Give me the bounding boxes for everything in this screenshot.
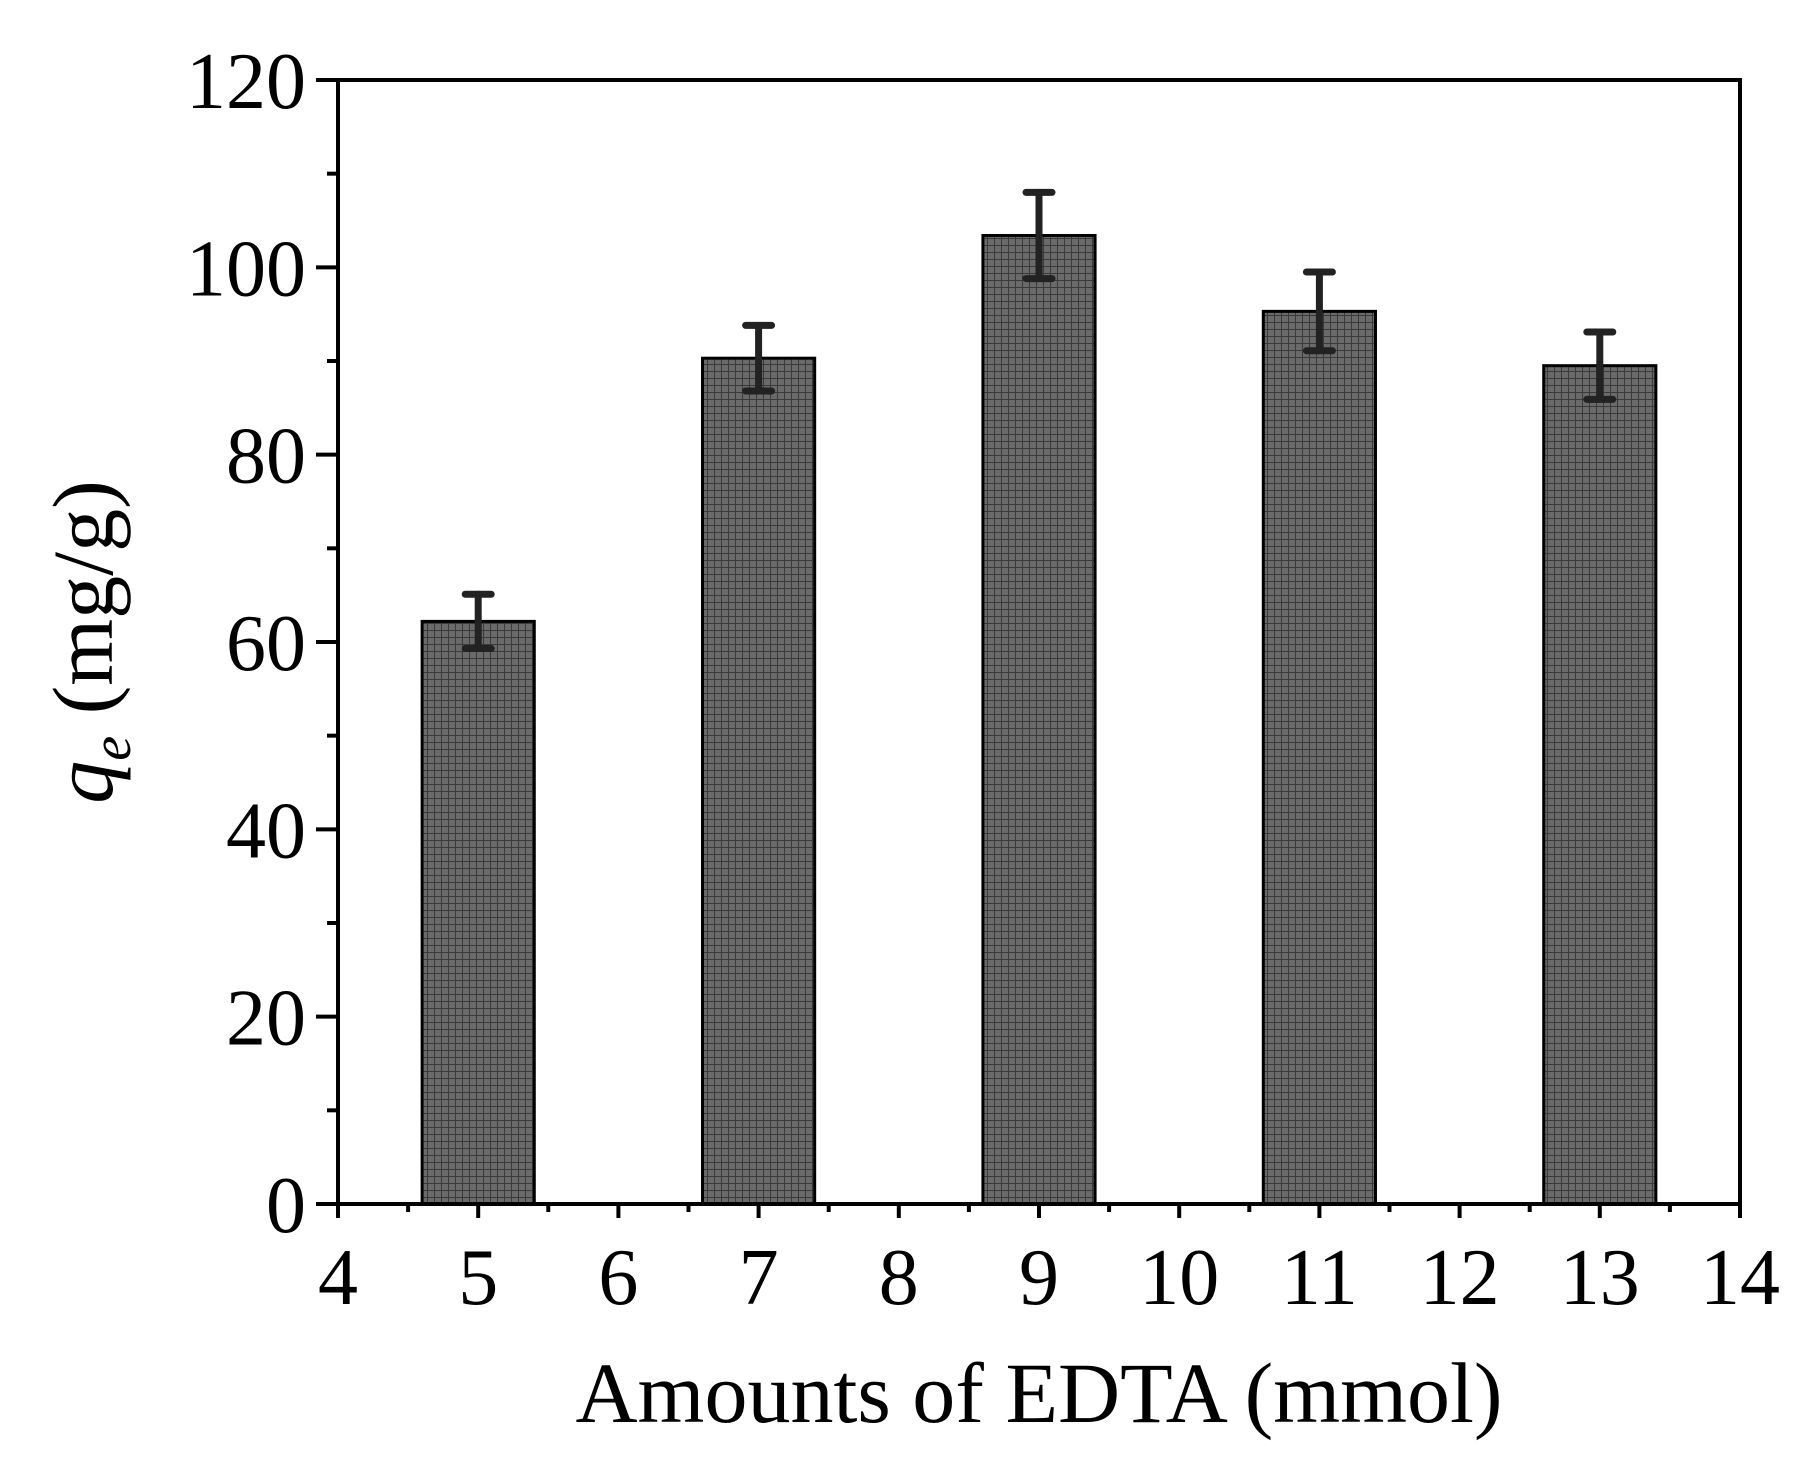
y-tick-label: 100 <box>186 225 306 313</box>
x-tick-label: 13 <box>1560 1234 1640 1322</box>
x-tick-label: 8 <box>879 1234 919 1322</box>
bars-group <box>420 233 1658 1206</box>
y-axis-title-unit: (mg/g) <box>35 480 131 736</box>
y-tick-label: 20 <box>226 975 306 1063</box>
bar-9 <box>981 233 1097 1206</box>
y-tick-label: 0 <box>266 1162 306 1250</box>
x-tick-label: 10 <box>1139 1234 1219 1322</box>
bar-7 <box>701 356 817 1206</box>
y-axis-title: qe (mg/g) <box>35 480 143 803</box>
x-tick-label: 6 <box>598 1234 638 1322</box>
x-tick-label: 12 <box>1420 1234 1500 1322</box>
error-bar-13 <box>1583 328 1617 403</box>
bar-13 <box>1542 364 1658 1206</box>
tick-labels-group: 4 5 6 7 8 9 10 11 12 13 14 0 20 40 60 80 100 120 <box>186 38 1780 1322</box>
x-axis-title: Amounts of EDTA (mmol) <box>575 1345 1502 1441</box>
x-tick-label: 11 <box>1281 1234 1358 1322</box>
y-axis-title-symbol: q <box>35 761 131 804</box>
y-axis-title-subscript: e <box>81 736 143 761</box>
error-bar-11 <box>1302 268 1336 355</box>
y-tick-label: 120 <box>186 38 306 126</box>
y-tick-label: 40 <box>226 787 306 875</box>
x-tick-label: 14 <box>1700 1234 1780 1322</box>
y-tick-label: 60 <box>226 600 306 688</box>
ticks-group <box>316 78 1742 1218</box>
bar-11 <box>1261 309 1377 1206</box>
error-bar-9 <box>1022 188 1056 283</box>
error-bar-5 <box>461 590 495 653</box>
x-tick-label: 4 <box>318 1234 358 1322</box>
error-bars-group <box>461 188 1617 653</box>
x-tick-label: 7 <box>739 1234 779 1322</box>
bar-5 <box>420 619 536 1206</box>
y-tick-label: 80 <box>226 413 306 501</box>
x-tick-label: 5 <box>458 1234 498 1322</box>
error-bar-7 <box>742 321 776 395</box>
x-tick-label: 9 <box>1019 1234 1059 1322</box>
